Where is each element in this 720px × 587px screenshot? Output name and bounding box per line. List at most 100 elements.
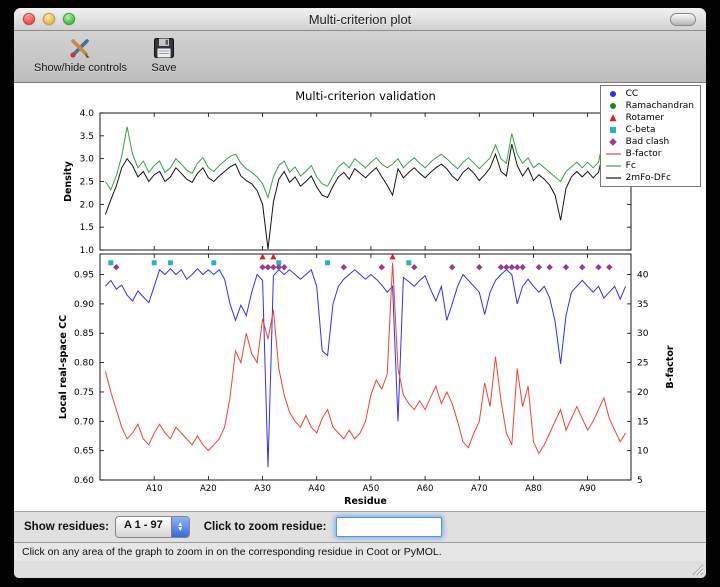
toolbar-item-label: Show/hide controls bbox=[34, 62, 127, 74]
svg-text:A80: A80 bbox=[525, 484, 542, 494]
series-B-factor bbox=[104, 262, 627, 455]
svg-text:0.80: 0.80 bbox=[74, 359, 94, 369]
svg-text:0.75: 0.75 bbox=[74, 388, 94, 398]
title-bar[interactable]: Multi-criterion plot bbox=[14, 8, 706, 31]
series-CC bbox=[105, 267, 627, 468]
circle-marker-icon bbox=[609, 103, 616, 109]
svg-text:2.5: 2.5 bbox=[80, 178, 94, 188]
circle-marker-icon bbox=[609, 91, 616, 97]
legend-entry-2mfo-dfc: 2mFo-DFc bbox=[605, 172, 694, 184]
resize-grip[interactable] bbox=[691, 563, 704, 576]
legend-entry-fc: Fc bbox=[605, 160, 694, 172]
square-marker-icon bbox=[609, 127, 616, 133]
line-marker-icon bbox=[605, 153, 621, 155]
svg-text:0.60: 0.60 bbox=[74, 476, 94, 486]
minimize-button[interactable] bbox=[43, 13, 55, 25]
zoom-button[interactable] bbox=[63, 13, 75, 25]
svg-text:1.5: 1.5 bbox=[80, 223, 94, 233]
svg-text:A40: A40 bbox=[308, 484, 325, 494]
top-axes bbox=[99, 112, 632, 251]
legend-entry-bad-clash: Bad clash bbox=[605, 136, 694, 148]
marker-Bad clash bbox=[535, 264, 543, 271]
legend-label: Fc bbox=[625, 161, 636, 171]
xlabel: Residue bbox=[344, 496, 387, 507]
svg-text:25: 25 bbox=[637, 359, 648, 369]
plot-panel: Multi-criterion validation 1.0 1.5 2.0 2.5 3.… bbox=[14, 83, 706, 511]
top-ylabel: Density bbox=[63, 160, 74, 202]
show-residues-label: Show residues: bbox=[24, 521, 109, 533]
save-button[interactable]: Save bbox=[151, 34, 177, 74]
bottom-ylabel-left: Local real-space CC bbox=[58, 315, 69, 419]
marker-C-beta bbox=[276, 260, 282, 266]
svg-text:A60: A60 bbox=[417, 484, 434, 494]
toolbar-toggle-button[interactable] bbox=[670, 13, 696, 26]
svg-text:30: 30 bbox=[637, 329, 649, 339]
residue-range-dropdown[interactable]: A 1 - 97 ▲ ▼ bbox=[115, 516, 190, 538]
legend-entry-b-factor: B-factor bbox=[605, 148, 694, 160]
chart-title: Multi-criterion validation bbox=[295, 89, 436, 103]
marker-Bad clash bbox=[579, 264, 586, 271]
svg-text:20: 20 bbox=[637, 388, 649, 398]
window-title: Multi-criterion plot bbox=[308, 11, 412, 27]
status-bar: Click on any area of the graph to zoom i… bbox=[14, 542, 706, 561]
marker-Rotamer bbox=[270, 253, 277, 260]
svg-text:0.90: 0.90 bbox=[74, 300, 94, 310]
svg-text:A50: A50 bbox=[363, 484, 380, 494]
bottom-ylabel-right: B-factor bbox=[665, 345, 676, 388]
marker-Rotamer bbox=[389, 253, 396, 260]
window-controls bbox=[23, 13, 75, 25]
chart-legend: CC Ramachandran Rotamer C-beta Bad clash B-fa… bbox=[599, 85, 701, 187]
marker-Rotamer bbox=[259, 253, 266, 260]
zoom-residue-label: Click to zoom residue: bbox=[203, 521, 327, 533]
toolbar-item-label: Save bbox=[151, 62, 177, 74]
legend-label: Ramachandran bbox=[625, 101, 694, 111]
show-hide-controls-button[interactable]: Show/hide controls bbox=[34, 34, 127, 74]
marker-Bad clash bbox=[595, 264, 602, 271]
legend-label: Bad clash bbox=[625, 137, 670, 147]
multi-criterion-window: Multi-criterion plot Show/hide controls bbox=[14, 8, 706, 578]
svg-text:0.70: 0.70 bbox=[74, 417, 94, 427]
marker-C-beta bbox=[406, 260, 412, 266]
svg-text:A70: A70 bbox=[471, 484, 488, 494]
controls-row: Show residues: A 1 - 97 ▲ ▼ Click to zoom… bbox=[14, 511, 706, 542]
svg-text:0.95: 0.95 bbox=[74, 271, 94, 281]
svg-text:15: 15 bbox=[637, 417, 648, 427]
svg-text:A10: A10 bbox=[146, 484, 163, 494]
dropdown-stepper-icon: ▲ ▼ bbox=[170, 517, 189, 537]
svg-text:A20: A20 bbox=[200, 484, 217, 494]
svg-text:A90: A90 bbox=[579, 484, 596, 494]
legend-label: C-beta bbox=[625, 125, 656, 135]
svg-text:5: 5 bbox=[637, 476, 643, 486]
legend-entry-rotamer: Rotamer bbox=[605, 112, 694, 124]
toolbar: Show/hide controls Save bbox=[14, 31, 706, 83]
zoom-residue-input[interactable] bbox=[336, 517, 443, 537]
marker-C-beta bbox=[167, 260, 173, 266]
bottom-axes bbox=[99, 253, 632, 481]
svg-text:1.0: 1.0 bbox=[80, 246, 95, 256]
marker-Bad clash bbox=[606, 264, 613, 271]
legend-label: B-factor bbox=[625, 149, 662, 159]
marker-C-beta bbox=[325, 260, 331, 266]
status-text: Click on any area of the graph to zoom i… bbox=[22, 546, 442, 558]
bottom-strip bbox=[14, 561, 706, 578]
crossed-tools-icon bbox=[67, 34, 93, 62]
series-Fc bbox=[104, 126, 626, 200]
svg-text:40: 40 bbox=[637, 271, 649, 281]
legend-label: CC bbox=[625, 89, 639, 99]
svg-text:2.0: 2.0 bbox=[80, 200, 95, 210]
marker-C-beta bbox=[151, 260, 157, 266]
legend-label: Rotamer bbox=[625, 113, 665, 123]
close-button[interactable] bbox=[23, 13, 35, 25]
svg-text:35: 35 bbox=[637, 300, 648, 310]
marker-C-beta bbox=[108, 260, 114, 266]
marker-C-beta bbox=[211, 260, 217, 266]
svg-text:4.0: 4.0 bbox=[80, 109, 95, 119]
svg-text:3.5: 3.5 bbox=[80, 132, 94, 142]
svg-text:0.65: 0.65 bbox=[74, 447, 94, 457]
svg-text:3.0: 3.0 bbox=[80, 155, 95, 165]
svg-text:10: 10 bbox=[637, 447, 649, 457]
triangle-marker-icon bbox=[609, 114, 617, 122]
diamond-marker-icon bbox=[608, 138, 617, 146]
legend-entry-ramachandran: Ramachandran bbox=[605, 100, 694, 112]
floppy-disk-icon bbox=[151, 34, 177, 62]
